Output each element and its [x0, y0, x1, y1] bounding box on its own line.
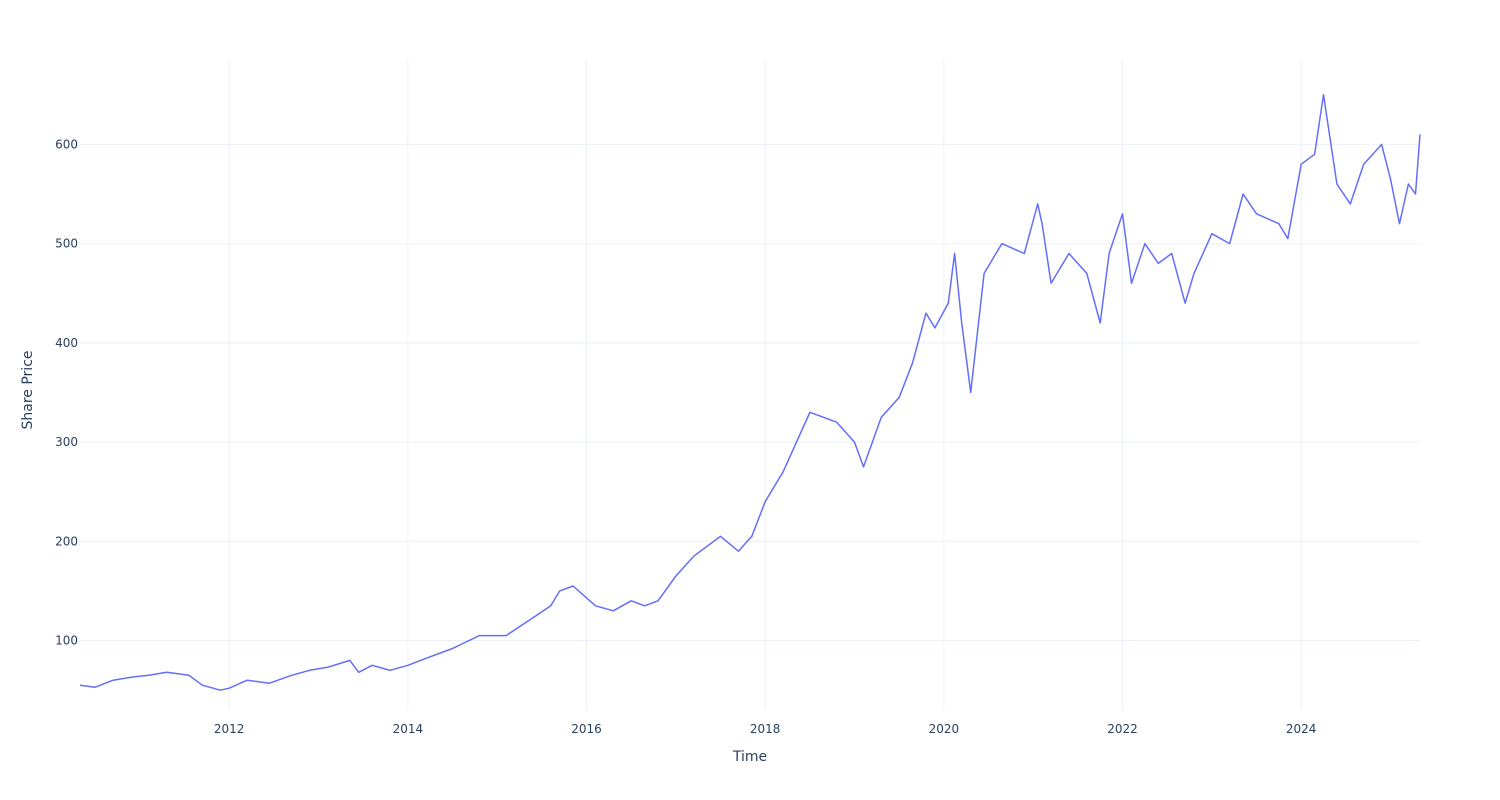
y-tick-label: 200 — [55, 534, 78, 548]
y-axis-title: Share Price — [20, 350, 36, 429]
y-tick-label: 400 — [55, 336, 78, 350]
y-tick-label: 500 — [55, 237, 78, 251]
x-tick-label: 2018 — [750, 722, 781, 736]
x-tick-label: 2016 — [571, 722, 602, 736]
y-tick-labels: 100 200 300 400 500 600 — [55, 137, 78, 647]
x-tick-labels: 2012 2014 2016 2018 2020 2022 2024 — [214, 722, 1317, 736]
y-tick-label: 600 — [55, 137, 78, 151]
y-tick-label: 100 — [55, 634, 78, 648]
x-tick-label: 2014 — [393, 722, 424, 736]
share-price-line — [79, 93, 1421, 691]
x-tick-label: 2020 — [929, 722, 960, 736]
y-gridlines — [80, 143, 1420, 642]
x-tick-label: 2024 — [1286, 722, 1317, 736]
x-axis-title: Time — [732, 749, 767, 765]
x-tick-label: 2012 — [214, 722, 245, 736]
x-tick-label: 2022 — [1107, 722, 1138, 736]
y-tick-label: 300 — [55, 435, 78, 449]
